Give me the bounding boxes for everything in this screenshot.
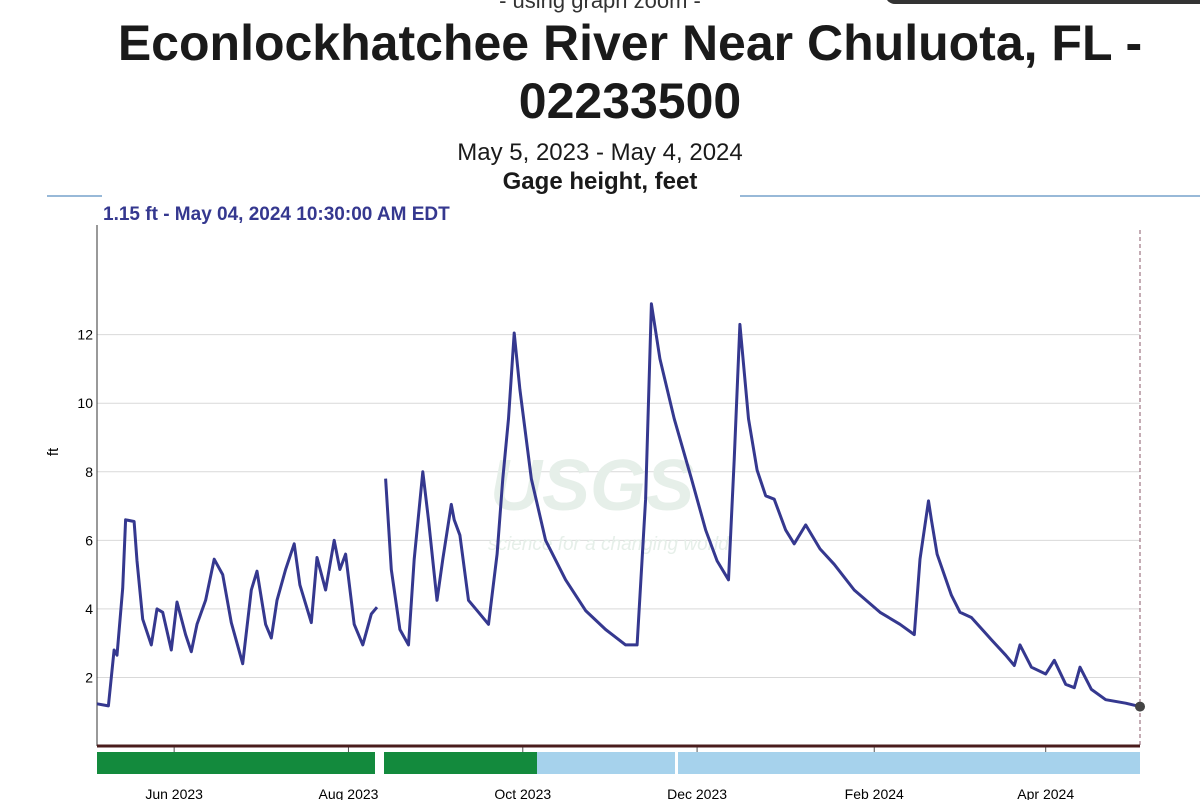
chart-title: Econlockhatchee River Near Chuluota, FL … — [117, 15, 1143, 129]
provisional-segment — [537, 752, 675, 774]
x-tick-label: Aug 2023 — [318, 786, 378, 800]
watermark: USGS — [490, 446, 694, 526]
watermark-tagline: science for a changing world — [488, 534, 730, 555]
x-tick-label: Jun 2023 — [145, 786, 203, 800]
x-tick-label: Oct 2023 — [494, 786, 551, 800]
y-tick-label: 8 — [85, 464, 93, 480]
x-tick-label: Apr 2024 — [1017, 786, 1074, 800]
status-bar — [97, 752, 1140, 774]
y-tick-label: 6 — [85, 532, 93, 548]
y-tick-label: 12 — [77, 327, 93, 343]
zoom-note: - using graph zoom - — [499, 0, 701, 13]
y-axis-label: ft — [45, 447, 62, 456]
y-tick-label: 4 — [85, 601, 93, 617]
date-range: May 5, 2023 - May 4, 2024 — [457, 139, 743, 166]
x-tick-label: Feb 2024 — [845, 786, 904, 800]
y-tick-label: 2 — [85, 669, 93, 685]
y-tick-label: 10 — [77, 395, 93, 411]
cursor-point — [1135, 701, 1145, 712]
x-tick-label: Dec 2023 — [667, 786, 727, 800]
readout: 1.15 ft - May 04, 2024 10:30:00 AM EDT — [103, 204, 450, 225]
provisional-segment — [678, 752, 1140, 774]
approved-segment — [97, 752, 375, 774]
series-line — [96, 302, 1141, 709]
approved-segment — [384, 752, 537, 774]
toolbar-edge — [887, 0, 1200, 4]
parameter-name: Gage height, feet — [502, 168, 698, 195]
